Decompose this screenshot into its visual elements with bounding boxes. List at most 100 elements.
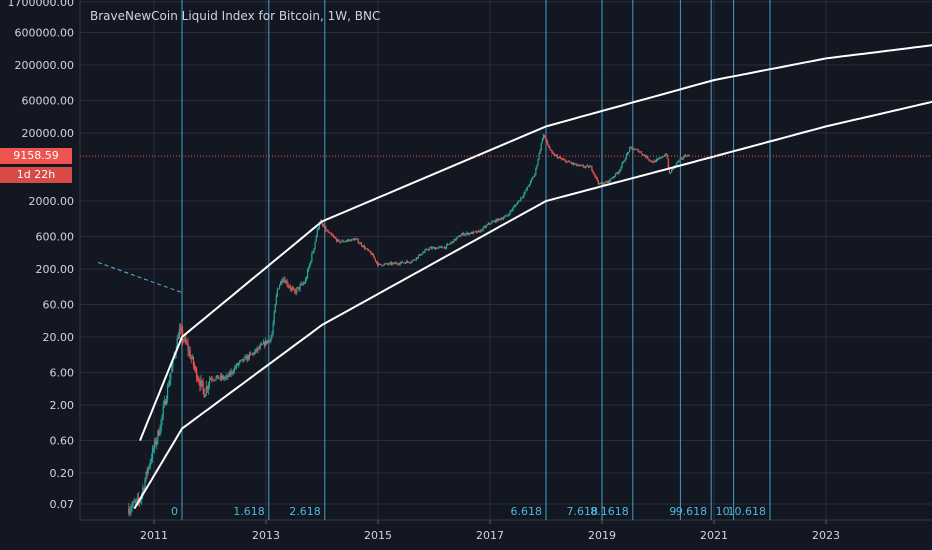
candle-body — [224, 377, 226, 379]
candle-body — [496, 219, 498, 222]
lower-arc — [133, 100, 932, 510]
y-tick-label: 600000.00 — [15, 27, 75, 40]
candle-body — [241, 359, 243, 361]
candle-body — [500, 218, 503, 220]
fib-label: 2.618 — [289, 505, 321, 518]
candle-body — [247, 355, 249, 359]
candle-body — [636, 149, 638, 150]
candle-body — [282, 279, 284, 283]
candle-body — [315, 236, 317, 242]
candle-body — [557, 157, 560, 159]
candle-body — [159, 430, 161, 436]
candle-body — [200, 380, 202, 387]
candle-body — [474, 231, 477, 233]
candle-body — [404, 262, 407, 264]
candle-body — [302, 283, 304, 285]
candle-body — [275, 295, 277, 305]
candle-body — [334, 237, 337, 239]
candle-body — [491, 221, 493, 224]
candle-body — [383, 264, 385, 266]
fib-label: 7.618 — [567, 505, 599, 518]
candle-body — [311, 253, 313, 262]
candle-body — [546, 138, 548, 143]
candle-body — [255, 348, 257, 352]
x-tick-label: 2021 — [700, 529, 728, 542]
candle-body — [620, 166, 622, 170]
candle-body — [501, 218, 504, 220]
candle-body — [584, 166, 587, 168]
candle-body — [451, 241, 453, 243]
candle-body — [586, 165, 589, 167]
x-tick-label: 2023 — [812, 529, 840, 542]
candle-body — [591, 166, 593, 171]
candle-body — [443, 246, 445, 249]
candle-body — [231, 371, 233, 373]
candle-body — [658, 158, 660, 160]
candle-body — [598, 183, 601, 184]
candle-body — [484, 226, 486, 228]
candle-body — [529, 180, 532, 185]
candle-body — [577, 165, 579, 167]
candle-body — [488, 223, 491, 224]
candle-body — [205, 386, 207, 395]
candle-body — [610, 178, 612, 180]
candle-body — [213, 379, 215, 381]
candle-body — [626, 153, 629, 155]
candle-body — [429, 247, 431, 249]
candle-body — [339, 240, 341, 243]
candle-body — [268, 339, 270, 341]
candle-body — [469, 233, 471, 234]
candle-body — [219, 375, 221, 379]
candle-body — [239, 361, 241, 364]
candle-body — [191, 357, 193, 359]
candle-body — [338, 239, 340, 241]
candle-body — [460, 234, 463, 236]
candle-body — [492, 221, 494, 223]
candle-body — [197, 379, 199, 380]
candle-body — [493, 220, 495, 222]
candle-body — [129, 510, 131, 514]
candle-body — [225, 377, 227, 378]
candle-body — [273, 312, 275, 324]
candle-body — [566, 161, 568, 163]
candle-body — [331, 234, 333, 236]
candle-body — [359, 243, 361, 244]
candle-body — [196, 368, 198, 380]
candle-body — [136, 497, 139, 500]
candle-body — [440, 246, 442, 248]
candle-body — [561, 158, 563, 160]
candle-body — [177, 337, 179, 339]
candle-body — [468, 233, 470, 235]
candle-body — [190, 358, 192, 360]
candle-body — [637, 149, 639, 152]
candle-body — [575, 163, 577, 165]
candle-body — [180, 329, 183, 331]
candle-body — [522, 196, 524, 198]
candle-body — [471, 232, 473, 234]
candle-body — [365, 248, 367, 250]
candle-body — [400, 261, 402, 263]
candle-body — [485, 225, 487, 228]
candle-body — [678, 159, 680, 162]
candle-body — [480, 229, 482, 233]
candle-body — [498, 218, 500, 220]
candle-body — [580, 165, 582, 167]
candle-body — [277, 288, 280, 290]
candle-body — [187, 343, 189, 351]
candle-body — [393, 262, 395, 264]
candle-body — [628, 147, 631, 152]
candle-body — [296, 288, 298, 293]
candle-body — [512, 207, 514, 210]
candle-body — [525, 189, 527, 191]
candle-body — [370, 252, 372, 255]
candle-body — [150, 458, 153, 462]
candle-body — [218, 378, 220, 380]
candle-body — [168, 386, 170, 387]
candle-body — [625, 154, 627, 160]
candle-body — [388, 263, 391, 265]
candle-body — [398, 264, 400, 266]
candle-body — [236, 363, 239, 365]
candle-body — [510, 210, 512, 212]
candle-body — [666, 154, 668, 159]
candle-body — [148, 465, 150, 468]
